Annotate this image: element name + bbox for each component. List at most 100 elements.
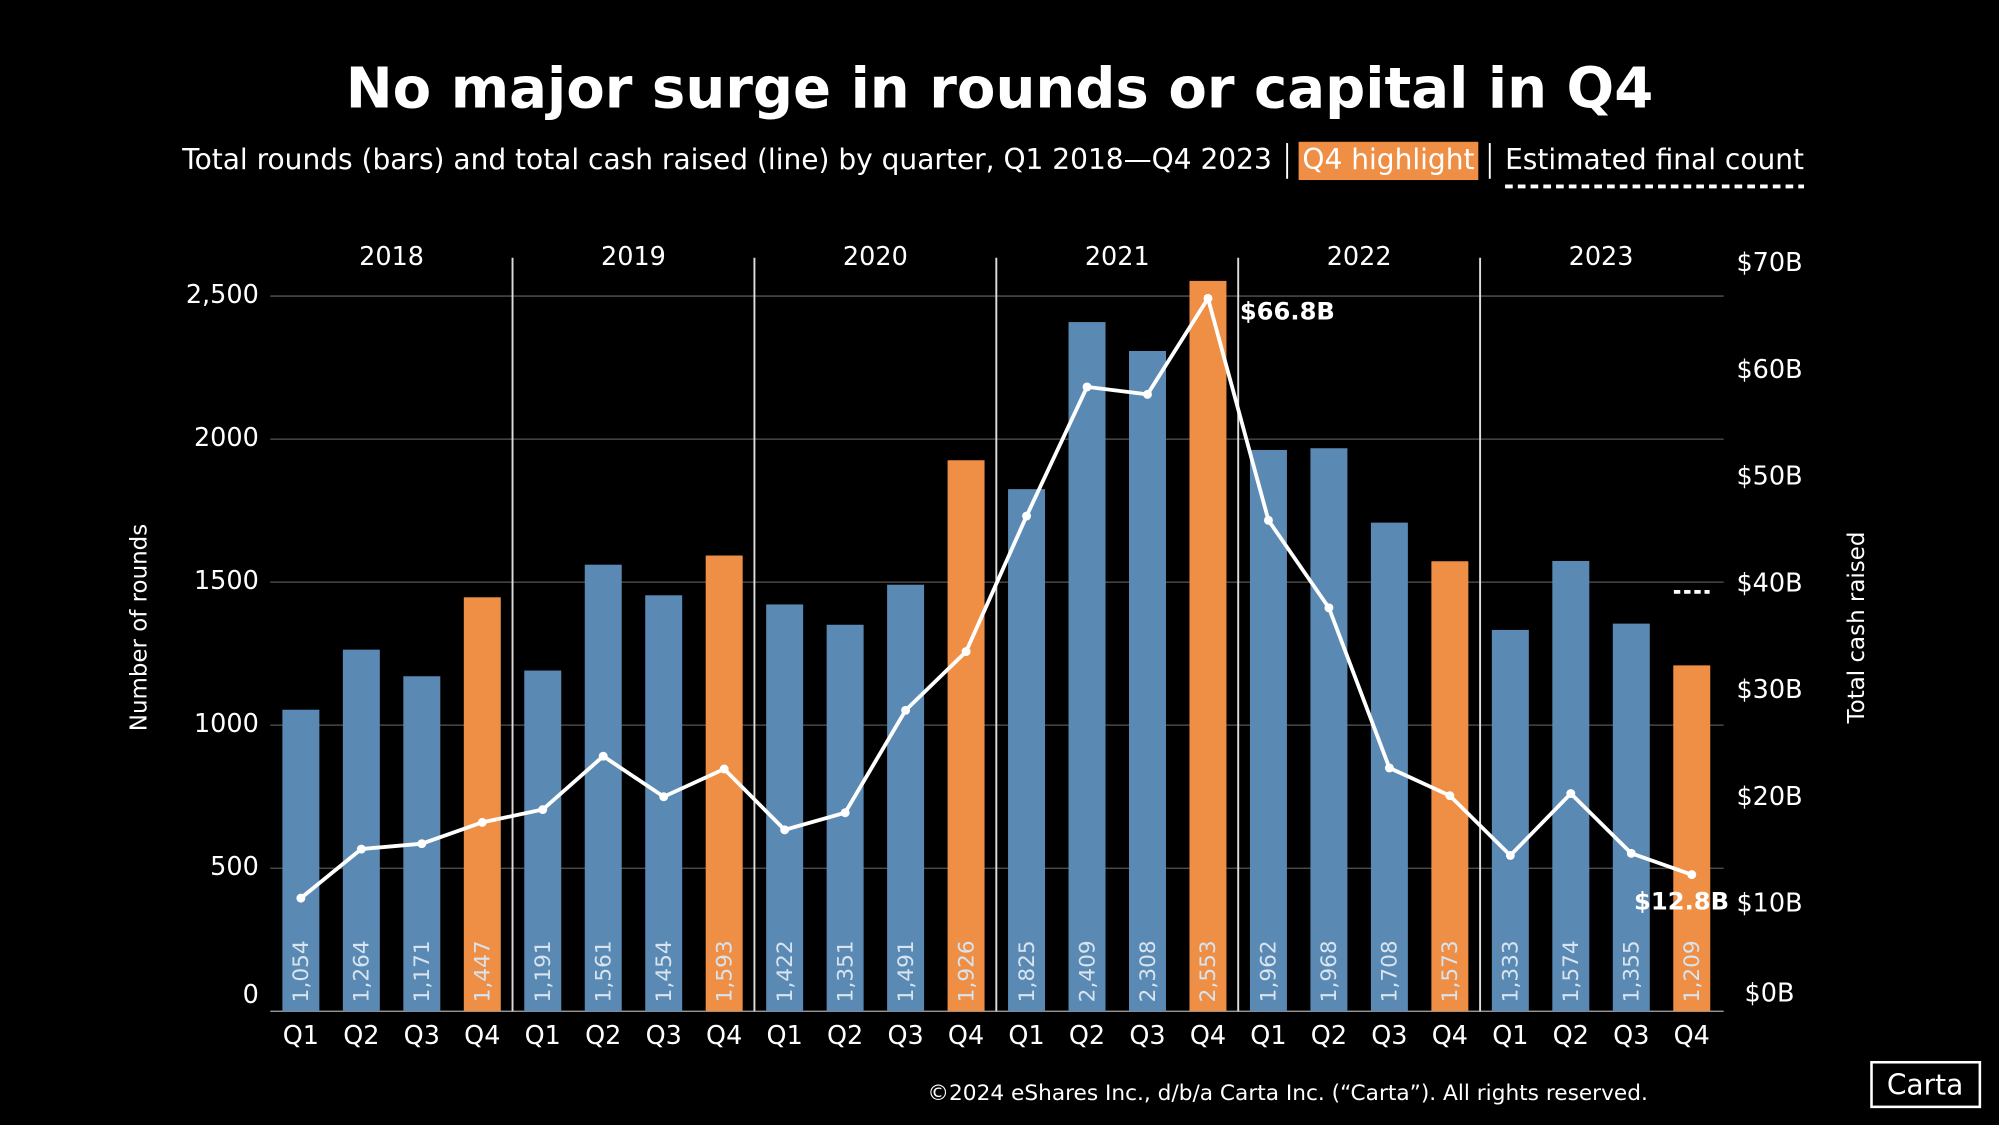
y-tick-label: 1000 — [194, 709, 259, 739]
line-point — [1324, 603, 1334, 613]
y-tick-label: 2,500 — [186, 280, 259, 310]
line-point — [719, 764, 729, 774]
line-point — [901, 705, 911, 715]
x-tick-label: Q4 — [1432, 1021, 1468, 1051]
bar-value-label: 2,553 — [1196, 940, 1221, 1002]
bar-value-label: 1,171 — [410, 940, 435, 1002]
y-tick-label: 1500 — [194, 566, 259, 596]
bar — [1249, 449, 1287, 1012]
bar — [342, 649, 380, 1012]
line-point — [538, 805, 548, 815]
y2-tick-label: $30B — [1736, 675, 1802, 705]
line-point — [961, 647, 971, 657]
line-value-label: $12.8B — [1634, 888, 1729, 916]
bar — [1310, 448, 1348, 1012]
y-tick-label: 2000 — [194, 423, 259, 453]
group-label: 2022 — [1327, 242, 1392, 272]
x-tick-label: Q3 — [1129, 1021, 1165, 1051]
x-tick-label: Q1 — [1250, 1021, 1286, 1051]
x-tick-label: Q1 — [1492, 1021, 1528, 1051]
line-point — [1022, 511, 1032, 521]
line-value-label: $66.8B — [1240, 297, 1335, 325]
y2-tick-label: $60B — [1736, 355, 1802, 385]
bar-value-label: 1,447 — [471, 940, 496, 1002]
line-point — [417, 839, 427, 849]
bar — [584, 564, 622, 1012]
y2-tick-label: $20B — [1736, 782, 1802, 812]
x-tick-label: Q2 — [585, 1021, 621, 1051]
group-label: 2021 — [1085, 242, 1150, 272]
bar-value-label: 1,561 — [592, 940, 617, 1002]
y-tick-label: 500 — [210, 852, 259, 882]
x-tick-label: Q3 — [1613, 1021, 1649, 1051]
line-point — [1626, 848, 1636, 858]
line-point — [780, 825, 790, 835]
x-tick-label: Q3 — [1371, 1021, 1407, 1051]
bar — [645, 595, 683, 1012]
line-point — [1143, 389, 1152, 399]
legend-swatch — [1298, 141, 1479, 181]
line-point — [840, 808, 850, 818]
x-tick-label: Q4 — [706, 1021, 742, 1051]
bar — [1612, 623, 1650, 1012]
x-tick-label: Q1 — [525, 1021, 561, 1051]
bar — [1673, 665, 1711, 1012]
y2-tick-label: $40B — [1736, 568, 1802, 598]
bar-value-label: 2,409 — [1075, 940, 1100, 1002]
y-axis-title: Number of rounds — [127, 524, 153, 731]
group-label: 2020 — [843, 242, 908, 272]
bar — [1552, 560, 1590, 1012]
line-point — [1687, 870, 1697, 880]
bar-value-label: 1,264 — [350, 940, 375, 1002]
group-label: 2023 — [1569, 242, 1634, 272]
logo-box — [1870, 1060, 1982, 1109]
y2-tick-label: $50B — [1736, 462, 1802, 492]
bar-value-label: 2,308 — [1136, 940, 1161, 1002]
bar — [1008, 489, 1046, 1012]
x-tick-label: Q1 — [283, 1021, 319, 1051]
line-point — [296, 893, 306, 903]
x-tick-label: Q4 — [948, 1021, 984, 1051]
bar-value-label: 1,422 — [773, 940, 798, 1002]
x-tick-label: Q2 — [343, 1021, 379, 1051]
bar — [524, 670, 562, 1012]
bar — [1189, 280, 1227, 1012]
line — [299, 293, 1693, 900]
footer: ©2024 eShares Inc., d/b/a Carta Inc. (“C… — [927, 1081, 1647, 1106]
bar-value-label: 1,593 — [712, 940, 737, 1002]
bar — [463, 597, 501, 1012]
line-point — [598, 751, 608, 761]
bar — [1431, 561, 1469, 1012]
x-tick-label: Q2 — [827, 1021, 863, 1051]
y2-axis-title: Total cash raised — [1844, 532, 1870, 725]
y2-tick-label: $10B — [1736, 889, 1802, 919]
bar — [766, 604, 804, 1012]
bar — [1491, 629, 1529, 1012]
bar-value-label: 1,968 — [1317, 940, 1342, 1002]
x-tick-label: Q1 — [767, 1021, 803, 1051]
x-tick-label: Q4 — [1190, 1021, 1226, 1051]
x-tick-label: Q1 — [1008, 1021, 1044, 1051]
chart-title: No major surge in rounds or capital in Q… — [346, 57, 1654, 122]
x-tick-label: Q2 — [1069, 1021, 1105, 1051]
bar — [1129, 350, 1166, 1012]
line-point — [1082, 382, 1092, 392]
bar-value-label: 1,573 — [1438, 940, 1463, 1002]
line-point — [1505, 850, 1515, 860]
bar-value-label: 1,491 — [894, 940, 919, 1002]
line-point — [1263, 515, 1273, 525]
bar-value-label: 1,708 — [1378, 940, 1403, 1002]
bar-value-label: 1,209 — [1680, 940, 1705, 1002]
x-tick-label: Q3 — [404, 1021, 440, 1051]
bar-value-label: 1,355 — [1620, 940, 1645, 1002]
bar — [947, 460, 985, 1012]
line-point — [1384, 763, 1394, 773]
bar-value-label: 1,333 — [1499, 940, 1524, 1002]
bar-value-label: 1,962 — [1257, 940, 1282, 1002]
x-tick-label: Q2 — [1553, 1021, 1589, 1051]
group-label: 2018 — [359, 242, 424, 272]
bar — [887, 584, 925, 1012]
